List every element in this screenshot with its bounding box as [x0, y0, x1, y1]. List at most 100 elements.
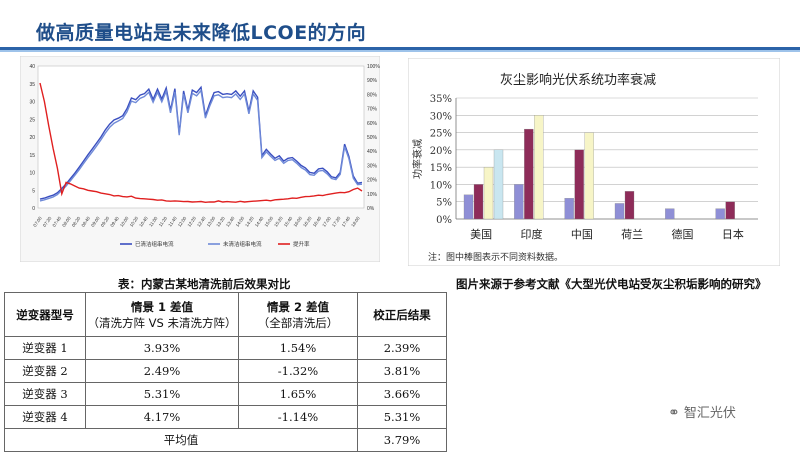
table-cell: 逆变器 1 [4, 336, 86, 360]
bar [584, 132, 594, 220]
header-scenario-2-sub: （全部清洗后） [257, 315, 339, 330]
table-cell: 3.66% [357, 382, 447, 406]
left-axis-tick-label: 0 [32, 206, 35, 212]
title-divider-light [0, 50, 800, 52]
series-line [39, 85, 363, 200]
table-cell: 3.81% [357, 359, 447, 383]
y-axis-tick-label: 25% [430, 129, 452, 140]
header-scenario-1-title: 情景 1 差值 [130, 299, 193, 314]
left-axis-tick-label: 40 [29, 64, 35, 70]
table-row: 逆变器 4 4.17% -1.14% 5.31% [4, 405, 447, 429]
series-line [39, 88, 363, 202]
header-scenario-1: 情景 1 差值 （清洗方阵 VS 未清洗方阵） [85, 292, 239, 337]
left-axis-tick-label: 15 [29, 153, 35, 159]
bar [725, 201, 735, 220]
header-scenario-1-sub: （清洗方阵 VS 未清洗方阵） [87, 315, 237, 330]
table-cell: -1.32% [238, 359, 358, 383]
table-cell: 4.17% [85, 405, 239, 429]
x-axis-category-label: 德国 [672, 227, 694, 241]
x-axis-tick-label: 16:20 [302, 215, 313, 227]
table-cell: 2.49% [85, 359, 239, 383]
bar [483, 166, 494, 220]
dust-power-loss-bar-chart: 灰尘影响光伏系统功率衰减 0% 5% 10% 15% 20% 25% 30% 35% 功率衰减美国… [408, 58, 780, 266]
y-axis-tick-label: 30% [430, 111, 452, 122]
right-axis-tick-label: 90% [367, 78, 378, 84]
y-axis-tick-label: 20% [430, 146, 452, 157]
legend-label: 未清洁组串电流 [223, 240, 262, 248]
right-axis-tick-label: 10% [367, 192, 378, 198]
table-cell: 5.31% [85, 382, 239, 406]
right-axis-tick-label: 100% [367, 64, 380, 70]
y-axis-tick-label: 10% [430, 180, 452, 191]
chart-title: 灰尘影响光伏系统功率衰减 [500, 72, 656, 88]
right-axis-tick-label: 30% [367, 163, 378, 169]
series-line [39, 82, 363, 204]
x-axis-tick-label: 09:20 [100, 215, 111, 227]
x-axis-tick-label: 09:40 [109, 215, 120, 227]
y-axis-tick-label: 0% [436, 215, 452, 226]
left-axis-tick-label: 5 [32, 188, 35, 194]
right-axis-tick-label: 50% [367, 135, 378, 141]
table-cell: 1.65% [238, 382, 358, 406]
left-axis-tick-label: 10 [29, 171, 35, 177]
x-axis-tick-label: 16:40 [312, 215, 323, 227]
x-axis-tick-label: 14:40 [254, 215, 265, 227]
header-corrected-result: 校正后结果 [357, 292, 447, 337]
x-axis-tick-label: 10:40 [138, 215, 149, 227]
x-axis-tick-label: 14:20 [244, 215, 255, 227]
x-axis-tick-label: 17:00 [321, 215, 332, 227]
x-axis-tick-label: 07:20 [42, 215, 53, 227]
legend-label: 提升率 [293, 240, 310, 248]
x-axis-tick-label: 07:00 [32, 215, 43, 227]
y-axis-label: 功率衰减 [411, 139, 424, 179]
x-axis-tick-label: 08:00 [61, 215, 72, 227]
cleaning-effect-table: 逆变器型号 情景 1 差值 （清洗方阵 VS 未清洗方阵） 情景 2 差值 （全… [4, 292, 447, 452]
source-caption: 图片来源于参考文献《大型光伏电站受灰尘积垢影响的研究》 [456, 277, 767, 291]
table-cell: 1.54% [238, 336, 358, 360]
x-axis-tick-label: 08:40 [80, 215, 91, 227]
table-cell: 3.93% [85, 336, 239, 360]
table-cell: 2.39% [357, 336, 447, 360]
x-axis-tick-label: 14:00 [235, 215, 246, 227]
table-cell: 逆变器 4 [4, 405, 86, 429]
x-axis-tick-label: 17:40 [341, 215, 352, 227]
bar [614, 203, 625, 220]
bar [493, 149, 504, 220]
x-axis-tick-label: 11:20 [158, 215, 169, 227]
left-axis-tick-label: 25 [29, 117, 35, 123]
header-inverter-model: 逆变器型号 [4, 292, 86, 337]
right-axis-tick-label: 60% [367, 121, 378, 127]
left-axis-tick-label: 30 [29, 100, 35, 106]
x-axis-tick-label: 17:20 [331, 215, 342, 227]
x-axis-tick-label: 10:00 [119, 215, 130, 227]
x-axis-tick-label: 12:00 [177, 215, 188, 227]
title-divider [0, 47, 800, 50]
x-axis-tick-label: 09:00 [90, 215, 101, 227]
chart-frame [408, 58, 780, 266]
left-axis-tick-label: 35 [29, 82, 35, 88]
left-axis-tick-label: 20 [29, 135, 35, 141]
x-axis-tick-label: 16:00 [292, 215, 303, 227]
x-axis-category-label: 中国 [571, 228, 593, 241]
table-header-row: 逆变器型号 情景 1 差值 （清洗方阵 VS 未清洗方阵） 情景 2 差值 （全… [4, 292, 447, 337]
table-cell: -1.14% [238, 405, 358, 429]
x-axis-category-label: 美国 [470, 228, 492, 241]
legend-label: 已清洁组串电流 [135, 240, 174, 248]
bar [514, 184, 524, 220]
header-scenario-2-title: 情景 2 差值 [266, 299, 329, 314]
table-average-row: 平均值 3.79% [4, 428, 447, 452]
table-cell: 逆变器 2 [4, 359, 86, 383]
table-row: 逆变器 1 3.93% 1.54% 2.39% [4, 336, 447, 360]
right-axis-tick-label: 70% [367, 107, 378, 113]
header-scenario-2: 情景 2 差值 （全部清洗后） [238, 292, 358, 337]
x-axis-tick-label: 11:40 [167, 215, 178, 227]
average-label: 平均值 [4, 428, 358, 452]
bar [564, 198, 574, 220]
x-axis-tick-label: 13:00 [206, 215, 217, 227]
y-axis-tick-label: 5% [436, 198, 452, 209]
right-axis-tick-label: 40% [367, 149, 378, 155]
x-axis-category-label: 荷兰 [621, 228, 643, 241]
bar [534, 115, 544, 220]
average-value: 3.79% [357, 428, 447, 452]
y-axis-tick-label: 35% [430, 94, 452, 105]
